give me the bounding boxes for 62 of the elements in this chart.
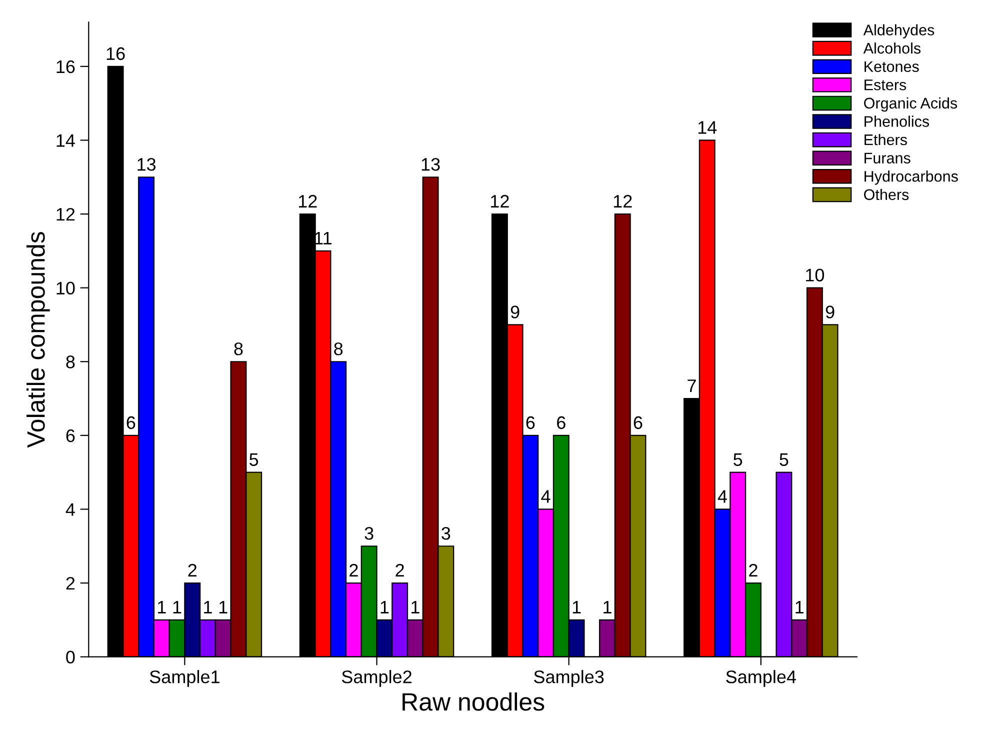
data-label: 8 — [334, 342, 343, 356]
data-label: 13 — [138, 158, 156, 171]
data-label: 13 — [422, 158, 440, 171]
data-label: 9 — [826, 306, 834, 318]
x-tick-label: Sample2 — [342, 670, 412, 687]
x-axis-title: Raw noodles — [402, 692, 544, 711]
data-label: 5 — [250, 453, 258, 466]
data-label: 1 — [173, 600, 182, 614]
data-label: 9 — [510, 306, 520, 318]
data-label: 3 — [364, 526, 374, 540]
data-label: 3 — [442, 526, 450, 540]
data-label: 12 — [298, 194, 317, 208]
data-label: 16 — [106, 47, 125, 60]
legend-label: Ethers — [864, 134, 907, 146]
data-label: 7 — [688, 380, 696, 392]
data-label: 12 — [614, 194, 632, 208]
legend-label: Furans — [864, 152, 910, 164]
data-label: 10 — [806, 268, 824, 282]
legend-label: Organic Acids — [864, 97, 958, 112]
y-tick-label: 4 — [66, 503, 75, 516]
data-label: 6 — [126, 416, 136, 430]
data-label: 1 — [412, 600, 420, 614]
data-label: 1 — [604, 600, 612, 614]
legend-label: Ketones — [864, 61, 919, 72]
data-label: 5 — [780, 453, 788, 466]
y-tick-label: 16 — [56, 60, 75, 74]
data-label: 6 — [634, 416, 642, 430]
y-tick-label: 12 — [56, 208, 75, 221]
y-tick-label: 2 — [66, 576, 75, 590]
data-label: 2 — [396, 564, 404, 576]
y-tick-label: 6 — [66, 429, 75, 442]
data-label: 1 — [796, 600, 804, 614]
x-tick-label: Sample3 — [534, 670, 604, 687]
data-label: 5 — [734, 453, 742, 466]
y-tick-label: 10 — [56, 282, 75, 295]
y-tick-label: 8 — [66, 356, 75, 368]
data-label: 2 — [188, 564, 196, 576]
legend-label: Esters — [864, 80, 906, 90]
data-label: 14 — [698, 121, 717, 134]
data-label: 1 — [572, 600, 581, 614]
data-label: 8 — [234, 342, 243, 356]
data-label: 4 — [541, 490, 550, 503]
data-label: 12 — [491, 194, 509, 208]
legend-label: Aldehydes — [863, 24, 934, 38]
data-label: 1 — [219, 600, 228, 614]
data-label: 6 — [526, 416, 535, 430]
data-label: 2 — [749, 564, 758, 576]
data-label: 1 — [158, 600, 166, 614]
x-tick-label: Sample4 — [726, 670, 796, 687]
data-label: 2 — [350, 564, 358, 576]
y-axis-title: Volatile compounds — [26, 232, 50, 448]
data-label: 1 — [380, 600, 389, 614]
data-label: 6 — [557, 416, 566, 430]
y-tick-label: 0 — [66, 650, 75, 664]
legend-label: Alcohols — [863, 42, 921, 54]
legend-label: Phenolics — [864, 116, 930, 127]
legend-label: Others — [864, 188, 909, 200]
data-label: 1 — [204, 600, 212, 614]
legend-label: Hydrocarbons — [864, 170, 958, 185]
x-tick-label: Sample1 — [150, 670, 220, 687]
data-label: 4 — [718, 490, 727, 503]
y-tick-label: 14 — [56, 134, 75, 147]
